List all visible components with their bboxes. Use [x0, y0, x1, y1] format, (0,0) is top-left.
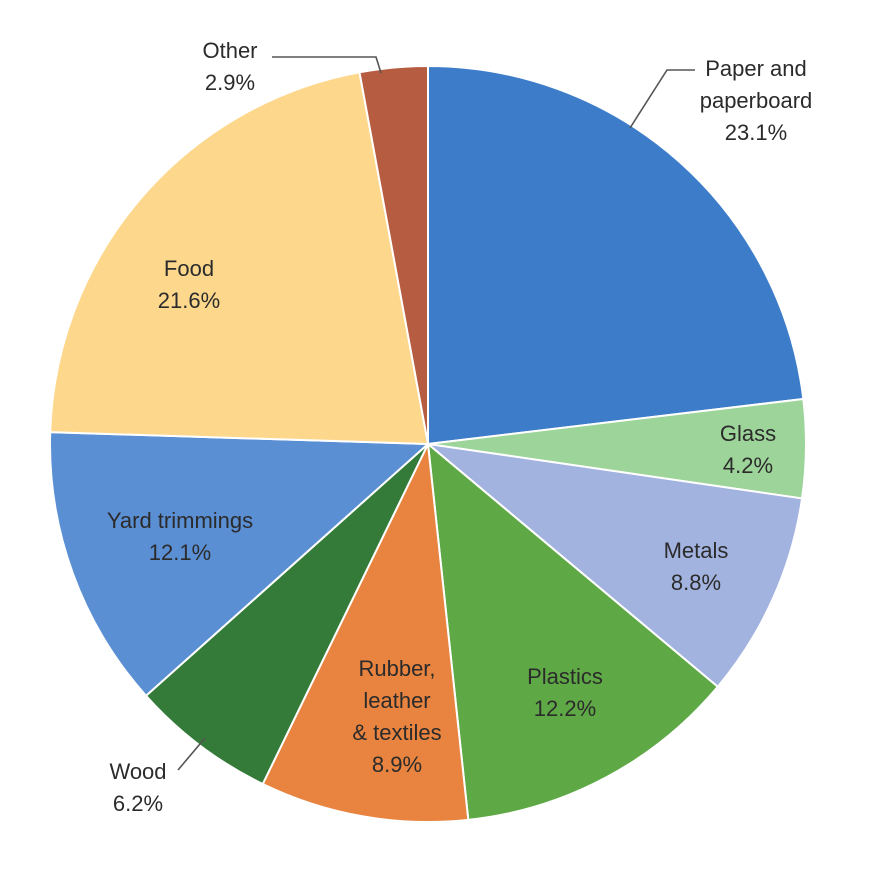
- slice-name-line: Plastics: [527, 664, 603, 689]
- pie-slice-yard-trimmings: [49, 431, 431, 698]
- slice-label-metals: Metals 8.8%: [664, 538, 729, 595]
- slice-value-label: 6.2%: [113, 791, 163, 816]
- pie-slice-other: [358, 64, 429, 445]
- slice-name-line: & textiles: [352, 720, 441, 745]
- slice-name-line: Wood: [109, 759, 166, 784]
- slice-value-label: 8.9%: [372, 752, 422, 777]
- slice-value-label: 23.1%: [725, 120, 787, 145]
- leader-line-paper-and-paperboard: [629, 69, 695, 129]
- slice-label-plastics: Plastics 12.2%: [527, 664, 603, 721]
- slice-value-label: 4.2%: [723, 453, 773, 478]
- leader-line-other: [272, 56, 382, 74]
- slice-name-line: leather: [363, 688, 430, 713]
- pie-slice-paper-and-paperboard: [427, 64, 805, 446]
- slice-labels: Paper and paperboard 23.1% Glass 4.2% Metals 8…: [107, 38, 812, 816]
- slice-label-rubber-leather-textiles: Rubber, leather & textiles 8.9%: [352, 656, 441, 777]
- slice-value-label: 21.6%: [158, 288, 220, 313]
- slice-label-paper-and-paperboard: Paper and paperboard 23.1%: [700, 56, 813, 145]
- slice-value-label: 2.9%: [205, 70, 255, 95]
- slice-label-other: Other 2.9%: [202, 38, 257, 95]
- pie-slice-plastics: [426, 441, 720, 821]
- slice-label-glass: Glass 4.2%: [720, 421, 776, 478]
- slice-label-food: Food 21.6%: [158, 256, 220, 313]
- slice-name-line: Metals: [664, 538, 729, 563]
- slice-label-yard-trimmings: Yard trimmings 12.1%: [107, 508, 253, 565]
- slice-name-line: Paper and: [705, 56, 807, 81]
- slice-name-line: Other: [202, 38, 257, 63]
- pie-slice-metals: [424, 442, 804, 689]
- slice-name-line: Glass: [720, 421, 776, 446]
- slice-value-label: 12.2%: [534, 696, 596, 721]
- leader-line-wood: [177, 737, 206, 771]
- pie-slice-rubber-leather-textiles: [261, 440, 470, 823]
- pie-slice-food: [49, 71, 430, 446]
- slice-value-label: 8.8%: [671, 570, 721, 595]
- pie-slice-wood: [144, 443, 429, 786]
- slice-name-line: Rubber,: [358, 656, 435, 681]
- slice-value-label: 12.1%: [149, 540, 211, 565]
- slice-name-line: Yard trimmings: [107, 508, 253, 533]
- slice-name-line: paperboard: [700, 88, 813, 113]
- pie-slices: [49, 64, 807, 823]
- slice-label-wood: Wood 6.2%: [109, 759, 166, 816]
- slice-name-line: Food: [164, 256, 214, 281]
- leader-lines: [177, 56, 695, 771]
